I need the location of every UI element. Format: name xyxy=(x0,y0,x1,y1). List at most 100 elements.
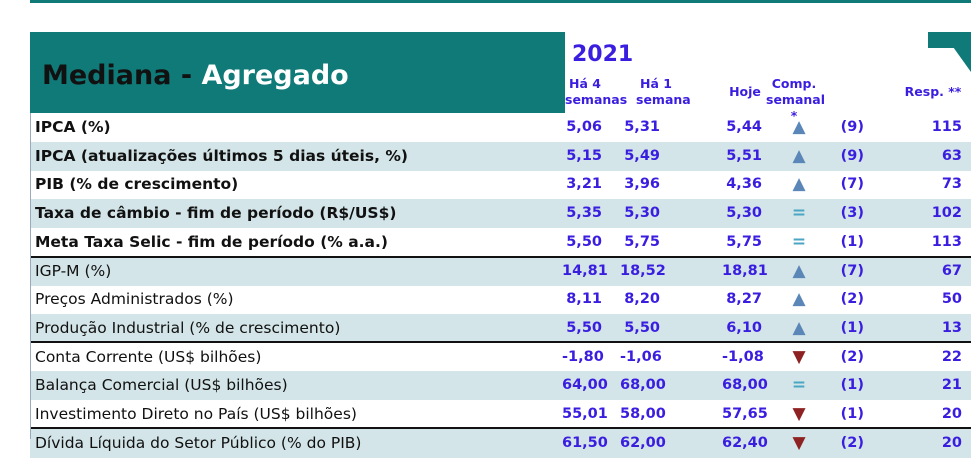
value: 3,21 xyxy=(566,176,602,193)
value: 20 xyxy=(941,406,962,422)
trend-icon: = xyxy=(791,203,807,224)
table-row: Preços Administrados (%) 8,11 8,20 8,27 ▲ (2)… xyxy=(30,285,971,314)
value: 8,20 xyxy=(624,291,660,308)
table-row: IGP-M (%) 14,81 18,52 18,81 ▲ (7) 67 xyxy=(30,256,971,286)
value: 5,31 xyxy=(624,119,660,135)
value: 5,50 xyxy=(566,233,602,250)
value: (1) xyxy=(840,406,864,422)
value: 115 xyxy=(931,119,962,135)
value: (7) xyxy=(840,262,864,279)
value: 58,00 xyxy=(620,406,666,422)
value: 55,01 xyxy=(562,406,608,422)
value: 62,00 xyxy=(620,434,666,451)
row-label: Conta Corrente (US$ bilhões) xyxy=(35,347,262,366)
value: (9) xyxy=(840,119,864,135)
value: 61,50 xyxy=(562,434,608,451)
value: 50 xyxy=(941,291,962,308)
value: 5,30 xyxy=(726,205,762,222)
title: Mediana - Agregado xyxy=(42,60,349,91)
value: 63 xyxy=(941,147,962,164)
value: 20 xyxy=(941,434,962,451)
value: 113 xyxy=(931,233,962,250)
trend-icon: ▲ xyxy=(792,317,806,338)
table-row: Produção Industrial (% de crescimento) 5,… xyxy=(30,313,971,343)
value: 5,06 xyxy=(566,119,602,135)
value: 14,81 xyxy=(562,262,608,279)
row-label: Balança Comercial (US$ bilhões) xyxy=(35,376,288,395)
trend-icon: ▲ xyxy=(792,174,806,195)
table-row: Meta Taxa Selic - fim de período (% a.a.… xyxy=(30,228,971,257)
value: 5,49 xyxy=(624,147,660,164)
value: 102 xyxy=(931,205,962,222)
row-label: Taxa de câmbio - fim de período (R$/US$) xyxy=(35,204,397,223)
value: 5,35 xyxy=(566,205,602,222)
table-row: Balança Comercial (US$ bilhões) 64,00 68,0… xyxy=(30,371,971,401)
value: (7) xyxy=(840,176,864,193)
value: 13 xyxy=(941,319,962,336)
value: (2) xyxy=(840,348,864,365)
value: (2) xyxy=(840,434,864,451)
trend-icon: = xyxy=(791,231,807,252)
value: 22 xyxy=(941,348,962,365)
value: -1,06 xyxy=(620,348,662,365)
table-row: Conta Corrente (US$ bilhões) -1,80 -1,06 -1… xyxy=(30,343,971,372)
value: 8,27 xyxy=(726,291,762,308)
page: {"header":{"title_dark":"Mediana - ","ti… xyxy=(30,0,971,458)
trend-icon: ▲ xyxy=(792,117,806,137)
value: 57,65 xyxy=(722,406,768,422)
row-label: IGP-M (%) xyxy=(35,261,112,280)
separator xyxy=(30,427,971,429)
row-label: Preços Administrados (%) xyxy=(35,290,234,309)
value: 5,75 xyxy=(726,233,762,250)
trend-icon: ▲ xyxy=(792,260,806,281)
value: -1,80 xyxy=(562,348,604,365)
value: 5,50 xyxy=(624,319,660,336)
value: 73 xyxy=(941,176,962,193)
col-header: Há 1 semana xyxy=(636,76,691,107)
value: 5,75 xyxy=(624,233,660,250)
row-label: IPCA (atualizações últimos 5 dias úteis,… xyxy=(35,146,408,165)
trend-icon: ▼ xyxy=(792,404,806,424)
value: (1) xyxy=(840,233,864,250)
value: 18,52 xyxy=(620,262,666,279)
title-box: Mediana - Agregado xyxy=(30,32,565,113)
left-border xyxy=(30,113,31,439)
col-header: Comp. semanal * xyxy=(766,76,825,123)
value: 68,00 xyxy=(722,377,768,394)
value: (9) xyxy=(840,147,864,164)
trend-icon: ▼ xyxy=(792,346,806,367)
value: 3,96 xyxy=(624,176,660,193)
value: 8,11 xyxy=(566,291,602,308)
table-row: Investimento Direto no País (US$ bilhões… xyxy=(30,400,971,429)
trend-icon: ▲ xyxy=(792,289,806,310)
top-rule xyxy=(30,0,971,3)
corner xyxy=(928,32,971,72)
value: 5,15 xyxy=(566,147,602,164)
value: 5,30 xyxy=(624,205,660,222)
value: 62,40 xyxy=(722,434,768,451)
value: -1,08 xyxy=(722,348,764,365)
title-dark: Mediana - xyxy=(42,60,202,91)
row-label: Meta Taxa Selic - fim de período (% a.a.… xyxy=(35,232,388,251)
trend-icon: = xyxy=(791,375,807,396)
trend-icon: ▲ xyxy=(792,145,806,166)
value: (1) xyxy=(840,377,864,394)
value: 67 xyxy=(941,262,962,279)
value: 5,50 xyxy=(566,319,602,336)
row-label: PIB (% de crescimento) xyxy=(35,175,239,194)
year: 2021 xyxy=(572,42,634,67)
col-header: Hoje xyxy=(729,84,761,99)
value: (1) xyxy=(840,319,864,336)
trend-icon: ▼ xyxy=(792,432,806,453)
value: (3) xyxy=(840,205,864,222)
value: 5,44 xyxy=(726,119,762,135)
value: 4,36 xyxy=(726,176,762,193)
value: 6,10 xyxy=(726,319,762,336)
col-header: Há 4 semanas xyxy=(565,76,628,107)
table-row: Taxa de câmbio - fim de período (R$/US$)… xyxy=(30,199,971,229)
value: 21 xyxy=(941,377,962,394)
value: 68,00 xyxy=(620,377,666,394)
row-label: Produção Industrial (% de crescimento) xyxy=(35,318,341,337)
row-label: IPCA (%) xyxy=(35,118,111,136)
row-label: Dívida Líquida do Setor Público (% do PI… xyxy=(35,433,362,452)
